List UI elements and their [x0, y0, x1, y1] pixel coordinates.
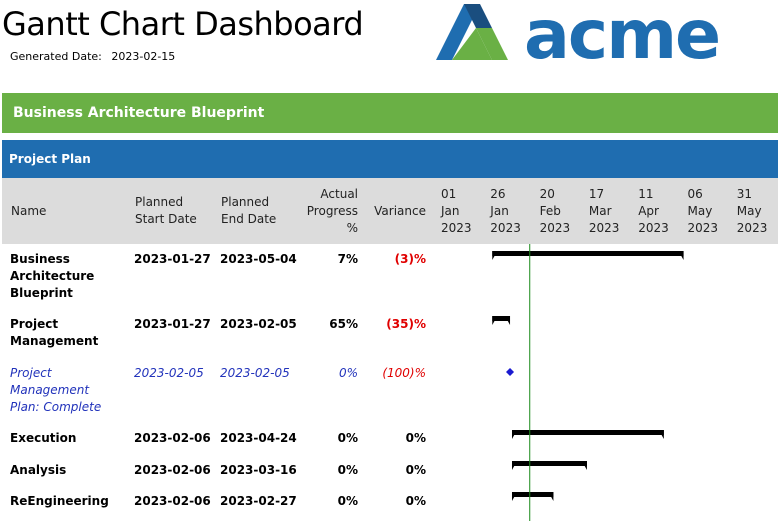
planned-start: 2023-02-05: [134, 366, 204, 380]
timeline-tick-label: 06 May 2023: [687, 187, 719, 235]
summary-bar: [492, 316, 511, 321]
column-header-name: Name: [11, 204, 47, 218]
planned-start: 2023-01-27: [134, 252, 211, 266]
bar-end-cap: [581, 461, 587, 470]
timeline-tick-label: 20 Feb 2023: [539, 187, 571, 235]
variance: (100)%: [382, 366, 426, 380]
column-header-end: Planned End Date: [221, 195, 277, 226]
column-header-start: Planned Start Date: [135, 195, 197, 226]
bar-start-cap: [511, 492, 517, 501]
planned-start: 2023-02-06: [134, 494, 211, 508]
variance: (35)%: [386, 317, 426, 331]
task-name: Analysis: [10, 463, 67, 477]
planned-start: 2023-02-06: [134, 463, 211, 477]
bar-end-cap: [548, 492, 554, 501]
timeline-tick-label: 31 May 2023: [736, 187, 768, 235]
variance: 0%: [405, 463, 426, 477]
planned-end: 2023-03-16: [220, 463, 297, 477]
table-header: Name Planned Start Date Planned End Date…: [2, 178, 778, 244]
task-name: Project Management: [10, 317, 99, 348]
actual-progress: 0%: [338, 366, 358, 380]
bar-start-cap: [492, 316, 498, 325]
actual-progress: 0%: [337, 494, 358, 508]
generated-date: Generated Date: 2023-02-15: [10, 50, 175, 63]
planned-end: 2023-05-04: [220, 252, 297, 266]
planned-start: 2023-02-06: [134, 431, 211, 445]
milestone-marker: [506, 368, 515, 376]
planned-end: 2023-02-27: [220, 494, 297, 508]
task-name: Execution: [10, 431, 77, 445]
summary-bar: [492, 251, 684, 256]
project-banner: Business Architecture Blueprint: [2, 93, 778, 133]
timeline-tick-label: 11 Apr 2023: [638, 187, 669, 235]
timeline-tick-label: 26 Jan 2023: [490, 187, 521, 235]
actual-progress: 65%: [329, 317, 358, 331]
acme-logo: acme: [436, 2, 721, 66]
project-plan-header: Project Plan: [2, 140, 778, 178]
planned-end: 2023-02-05: [220, 366, 290, 380]
summary-bar: [511, 492, 554, 497]
column-header-progress: Actual Progress %: [306, 187, 358, 235]
generated-date-label: Generated Date:: [10, 50, 102, 63]
variance: 0%: [405, 494, 426, 508]
planned-end: 2023-02-05: [220, 317, 297, 331]
task-name: ReEngineering: [10, 494, 109, 508]
bar-end-cap: [658, 430, 664, 439]
task-name: Business Architecture Blueprint: [10, 252, 95, 300]
summary-bar: [511, 461, 587, 466]
timeline-tick-label: 01 Jan 2023: [441, 187, 472, 235]
planned-start: 2023-01-27: [134, 317, 211, 331]
column-header-variance: Variance: [374, 204, 426, 218]
actual-progress: 0%: [337, 431, 358, 445]
timeline-tick-label: 17 Mar 2023: [588, 187, 620, 235]
variance: 0%: [405, 431, 426, 445]
bar-start-cap: [511, 461, 517, 470]
bar-end-cap: [505, 316, 511, 325]
page-title: Gantt Chart Dashboard: [2, 5, 364, 43]
actual-progress: 7%: [337, 252, 358, 266]
bar-start-cap: [511, 430, 517, 439]
actual-progress: 0%: [337, 463, 358, 477]
task-name: Project Management Plan: Complete: [10, 366, 102, 414]
variance: (3)%: [394, 252, 426, 266]
bar-start-cap: [492, 251, 498, 260]
planned-end: 2023-04-24: [220, 431, 297, 445]
svg-text:acme: acme: [524, 2, 719, 66]
generated-date-value: 2023-02-15: [111, 50, 176, 63]
summary-bar: [511, 430, 664, 435]
bar-end-cap: [678, 251, 684, 260]
